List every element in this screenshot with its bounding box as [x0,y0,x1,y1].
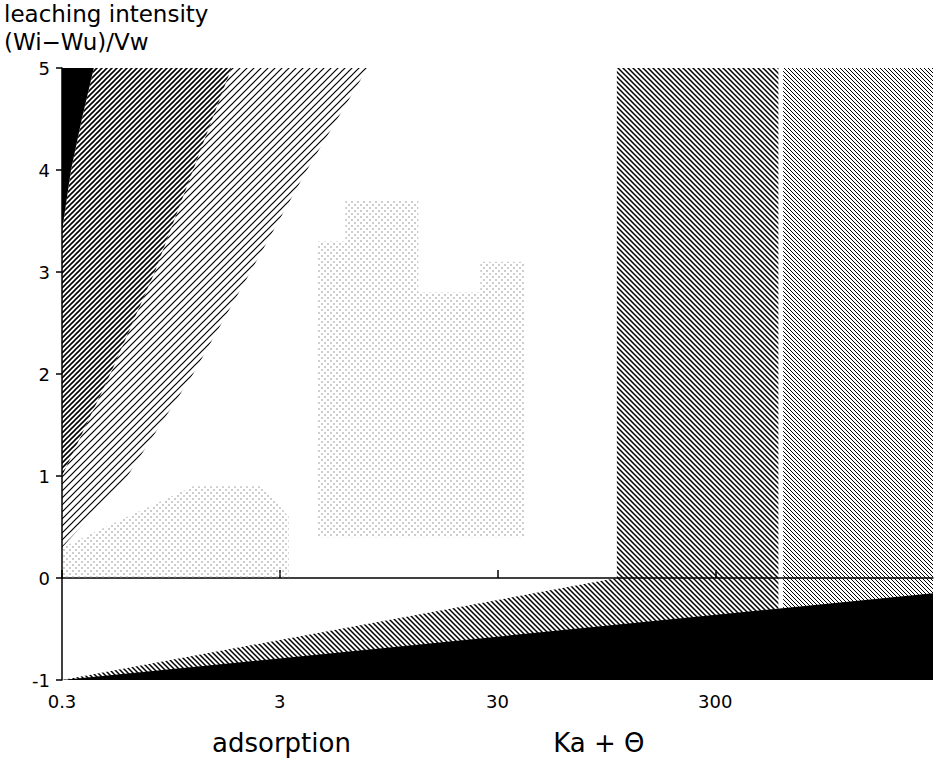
svg-text:3: 3 [39,262,50,283]
svg-text:Ka + Θ: Ka + Θ [553,728,644,758]
svg-text:0.3: 0.3 [48,691,77,712]
svg-text:300: 300 [698,691,732,712]
svg-text:(Wi−Wu)/Vw: (Wi−Wu)/Vw [4,29,149,55]
svg-text:5: 5 [39,58,50,79]
svg-text:4: 4 [39,160,50,181]
svg-text:-1: -1 [32,670,50,691]
svg-text:2: 2 [39,364,50,385]
svg-text:3: 3 [274,691,285,712]
svg-text:1: 1 [39,466,50,487]
svg-text:adsorption: adsorption [212,728,351,758]
svg-text:0: 0 [39,568,50,589]
svg-text:30: 30 [486,691,509,712]
svg-text:leaching intensity: leaching intensity [4,1,208,27]
